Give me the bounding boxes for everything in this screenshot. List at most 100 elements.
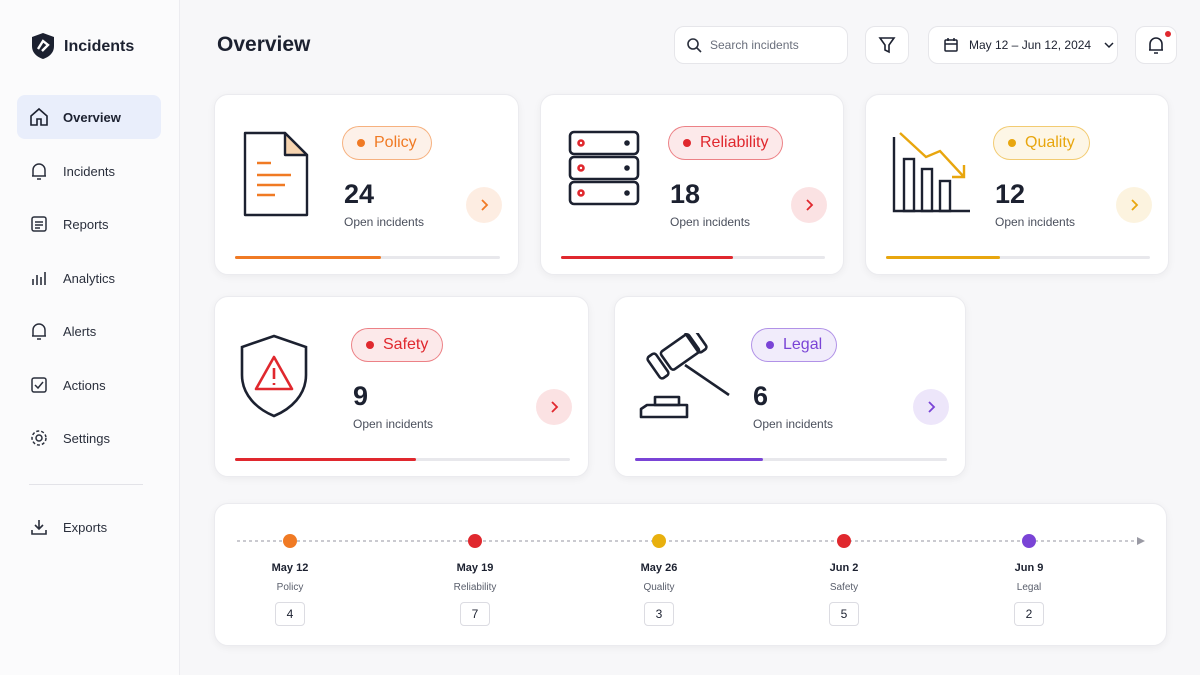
date-picker[interactable]: May 12 – Jun 12, 2024 [928, 26, 1118, 64]
timeline: May 12 Policy 4 May 19 Reliability 7 May 26 Qua… [214, 503, 1167, 646]
timeline-dot [468, 534, 482, 548]
nav-label: Analytics [63, 270, 116, 286]
logo [32, 33, 54, 59]
open-button[interactable] [466, 187, 502, 223]
timeline-count: 7 [460, 602, 490, 626]
card-icon [239, 333, 309, 424]
timeline-date: May 12 [271, 562, 309, 574]
timeline-category: Reliability [453, 582, 497, 593]
timeline-count: 5 [829, 602, 859, 626]
timeline-dot [1022, 534, 1036, 548]
category-label: Policy [374, 134, 417, 151]
timeline-count: 3 [644, 602, 674, 626]
timeline-dot [837, 534, 851, 548]
chevron [551, 401, 559, 413]
page-title: Overview [217, 33, 311, 56]
timeline-category: Policy [276, 582, 304, 593]
category-label: Safety [383, 336, 429, 353]
timeline-dot [283, 534, 297, 548]
pill-dot [683, 139, 691, 147]
open-button[interactable] [1116, 187, 1152, 223]
incident-card: Legal 6 Open incidents [614, 296, 966, 477]
nav-item[interactable]: Settings [17, 416, 161, 460]
timeline-date: Jun 2 [829, 562, 859, 574]
card-icon [892, 129, 972, 220]
timeline-count: 4 [275, 602, 305, 626]
nav-label: Reports [63, 216, 109, 232]
count-caption: Open incidents [344, 215, 425, 229]
pill-dot [366, 341, 374, 349]
card-icon [567, 129, 641, 212]
incident-card: Reliability 18 Open incidents [540, 94, 844, 275]
progress-fill [561, 256, 733, 259]
category-pill: Reliability [668, 126, 784, 160]
pill-dot [357, 139, 365, 147]
category-label: Reliability [700, 134, 769, 151]
open-button[interactable] [913, 389, 949, 425]
chevron [806, 199, 814, 211]
progress-track [561, 256, 825, 259]
card-icon [241, 129, 311, 224]
open-button[interactable] [791, 187, 827, 223]
nav-item[interactable]: Overview [17, 95, 161, 139]
nav-label: Exports [63, 519, 108, 535]
progress-fill [886, 256, 1000, 259]
nav-item[interactable]: Actions [17, 363, 161, 407]
count-caption: Open incidents [995, 215, 1076, 229]
pill-dot [766, 341, 774, 349]
search-placeholder: Search incidents [710, 38, 799, 52]
card-icon [639, 326, 735, 424]
category-pill: Legal [751, 328, 838, 362]
notifications-button[interactable] [1135, 26, 1177, 64]
timeline-category: Quality [643, 582, 675, 593]
category-pill: Quality [993, 126, 1090, 160]
progress-track [235, 256, 500, 259]
timeline-category: Legal [1016, 582, 1042, 593]
nav-item[interactable]: Exports [17, 505, 161, 549]
timeline-axis [237, 537, 1145, 545]
timeline-category: Safety [829, 582, 859, 593]
open-button[interactable] [536, 389, 572, 425]
nav-label: Actions [63, 377, 106, 393]
nav-item[interactable]: Alerts [17, 309, 161, 353]
incident-count: 24 [344, 179, 375, 209]
count-caption: Open incidents [353, 417, 434, 431]
timeline-date: May 26 [640, 562, 678, 574]
nav-label: Alerts [63, 323, 97, 339]
incident-card: Quality 12 Open incidents [865, 94, 1169, 275]
progress-track [235, 458, 570, 461]
nav-item[interactable]: Reports [17, 202, 161, 246]
chevron [1131, 199, 1139, 211]
nav-label: Overview [63, 109, 121, 125]
progress-track [886, 256, 1150, 259]
app-title: Incidents [64, 38, 135, 55]
chevron [481, 199, 489, 211]
category-label: Legal [783, 336, 823, 353]
category-label: Quality [1025, 134, 1075, 151]
timeline-date: May 19 [456, 562, 494, 574]
search-box[interactable]: Search incidents [674, 26, 848, 64]
incident-card: Safety 9 Open incidents [214, 296, 589, 477]
incident-card: Policy 24 Open incidents [214, 94, 519, 275]
progress-fill [235, 458, 416, 461]
date-range: May 12 – Jun 12, 2024 [969, 38, 1092, 52]
timeline-date: Jun 9 [1014, 562, 1044, 574]
nav-item[interactable]: Analytics [17, 256, 161, 300]
chevron [928, 401, 936, 413]
timeline-count: 2 [1014, 602, 1044, 626]
pill-dot [1008, 139, 1016, 147]
timeline-dot [652, 534, 666, 548]
filter-button[interactable] [865, 26, 909, 64]
count-caption: Open incidents [753, 417, 834, 431]
nav-item[interactable]: Incidents [17, 149, 161, 193]
incident-count: 18 [670, 179, 701, 209]
category-pill: Policy [342, 126, 432, 160]
progress-fill [635, 458, 763, 461]
count-caption: Open incidents [670, 215, 751, 229]
incident-count: 9 [353, 381, 369, 411]
progress-track [635, 458, 947, 461]
nav-label: Settings [63, 430, 110, 446]
notification-dot [1165, 31, 1171, 37]
divider [29, 484, 143, 485]
